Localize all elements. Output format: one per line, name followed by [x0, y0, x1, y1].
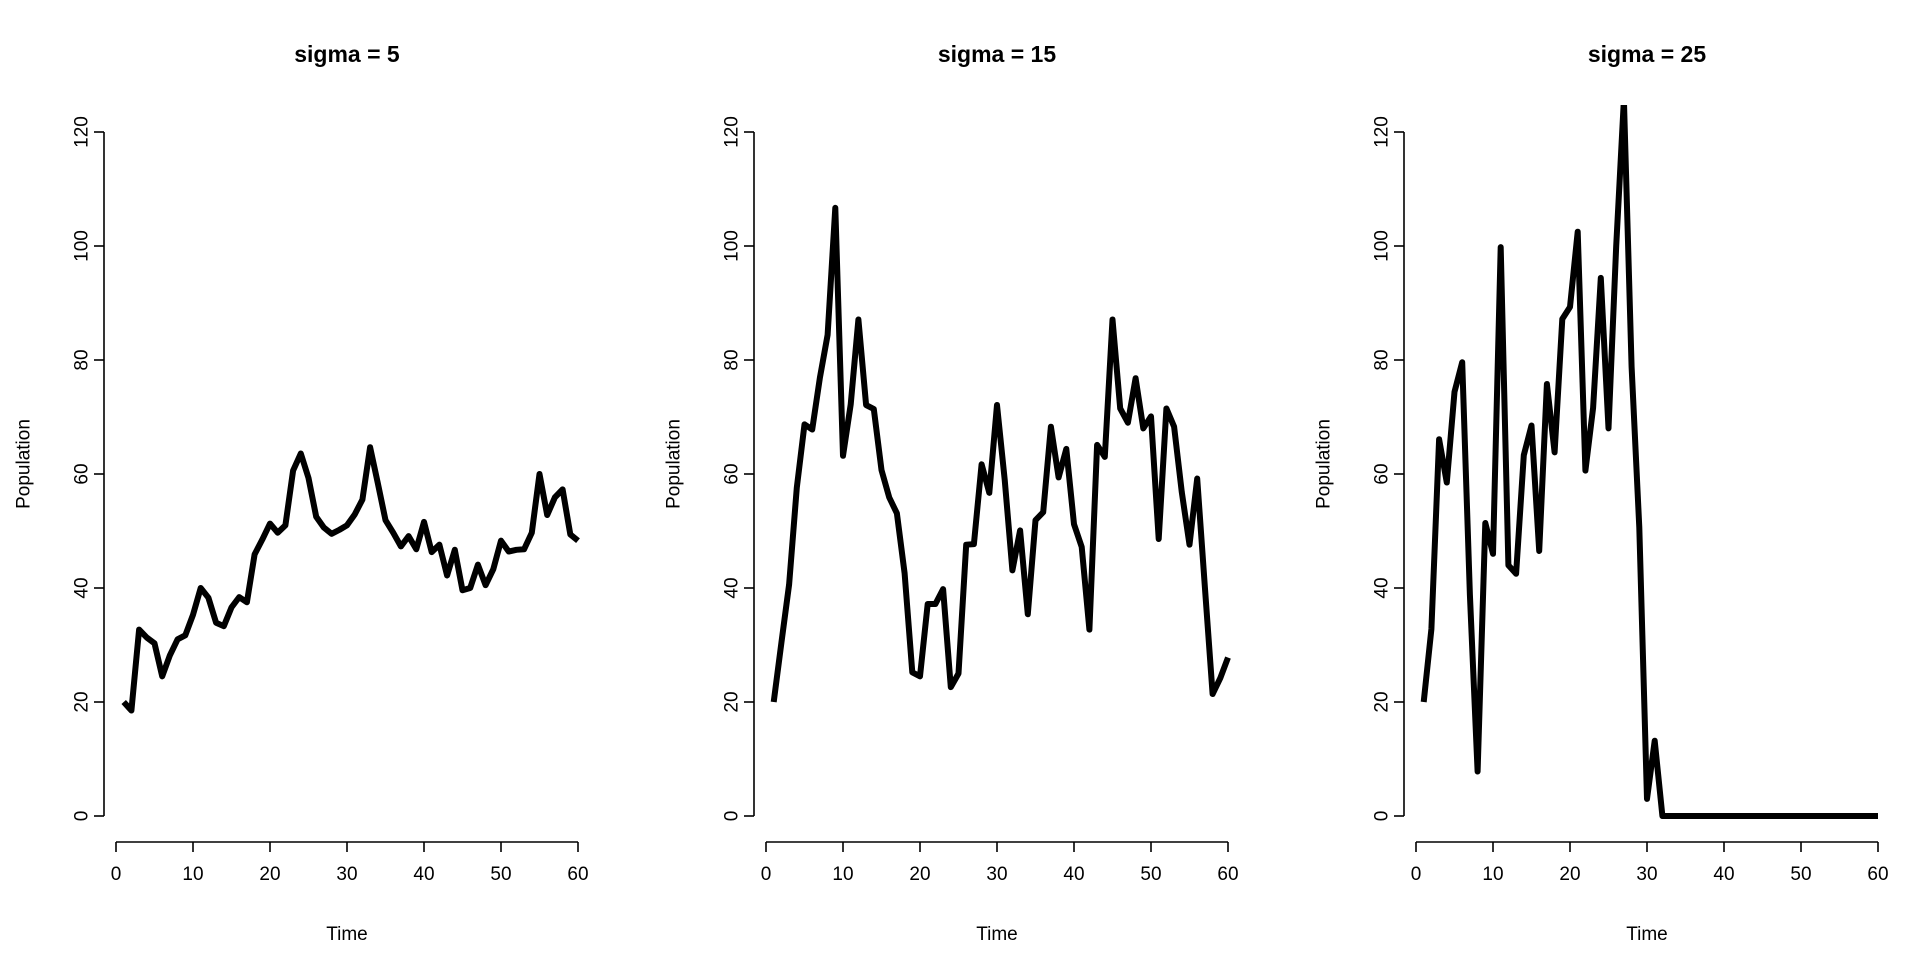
y-tick-label: 0: [722, 811, 743, 822]
x-tick-label: 10: [182, 864, 203, 885]
y-tick-label: 120: [722, 116, 743, 148]
y-tick-label: 100: [72, 230, 93, 262]
y-tick-label: 100: [722, 230, 743, 262]
y-tick-label: 0: [1372, 811, 1393, 822]
x-tick-label: 50: [1790, 864, 1811, 885]
x-tick-label: 40: [1063, 864, 1084, 885]
series-line-1: [770, 204, 1231, 703]
x-tick-label: 20: [259, 864, 280, 885]
x-tick-label: 60: [1867, 864, 1888, 885]
y-tick-label: 40: [1372, 577, 1393, 598]
y-tick-label: 80: [722, 349, 743, 370]
series-line-1: [1420, 105, 1878, 819]
y-tick-label: 120: [1372, 116, 1393, 148]
x-tick-label: 40: [1713, 864, 1734, 885]
y-tick-label: 20: [1372, 691, 1393, 712]
x-tick-label: 30: [1636, 864, 1657, 885]
x-tick-label: 50: [1140, 864, 1161, 885]
x-tick-label: 60: [567, 864, 588, 885]
chart-panel-2: sigma = 15 0 20 40 60 80 100 120 0 10 20 30 40 50 60 Ti…: [664, 41, 1239, 945]
x-axis-label: Time: [326, 924, 368, 945]
y-axis-label: Population: [14, 419, 35, 509]
y-tick-label: 40: [722, 577, 743, 598]
y-tick-label: 0: [72, 811, 93, 822]
x-tick-label: 0: [761, 864, 772, 885]
y-tick-label: 60: [1372, 463, 1393, 484]
x-tick-label: 20: [909, 864, 930, 885]
x-tick-label: 30: [986, 864, 1007, 885]
x-tick-label: 10: [1482, 864, 1503, 885]
y-tick-label: 80: [72, 349, 93, 370]
x-axis-label: Time: [1626, 924, 1668, 945]
series-line-1: [121, 444, 580, 714]
chart-panel-3: sigma = 25 0 20 40 60 80 100 120 0 10 20 30 40 50 60 Ti…: [1314, 41, 1889, 945]
y-tick-label: 20: [72, 691, 93, 712]
x-tick-label: 50: [490, 864, 511, 885]
x-tick-label: 40: [413, 864, 434, 885]
x-tick-label: 30: [336, 864, 357, 885]
y-tick-label: 20: [722, 691, 743, 712]
x-axis-label: Time: [976, 924, 1018, 945]
chart-panel-1: sigma = 5 0 20 40 60 80 100 120 0 10 20 30 40 50 60 Tim…: [14, 41, 589, 945]
y-axis-label: Population: [664, 419, 685, 509]
y-tick-label: 100: [1372, 230, 1393, 262]
x-tick-label: 10: [832, 864, 853, 885]
chart-title: sigma = 15: [938, 41, 1056, 67]
chart-title: sigma = 5: [294, 41, 400, 67]
x-tick-label: 60: [1217, 864, 1238, 885]
y-tick-label: 80: [1372, 349, 1393, 370]
chart-title: sigma = 25: [1588, 41, 1706, 67]
x-tick-label: 0: [111, 864, 122, 885]
x-tick-label: 20: [1559, 864, 1580, 885]
y-tick-label: 60: [72, 463, 93, 484]
y-tick-label: 40: [72, 577, 93, 598]
y-tick-label: 60: [722, 463, 743, 484]
x-tick-label: 0: [1411, 864, 1422, 885]
y-axis-label: Population: [1314, 419, 1335, 509]
y-tick-label: 120: [72, 116, 93, 148]
